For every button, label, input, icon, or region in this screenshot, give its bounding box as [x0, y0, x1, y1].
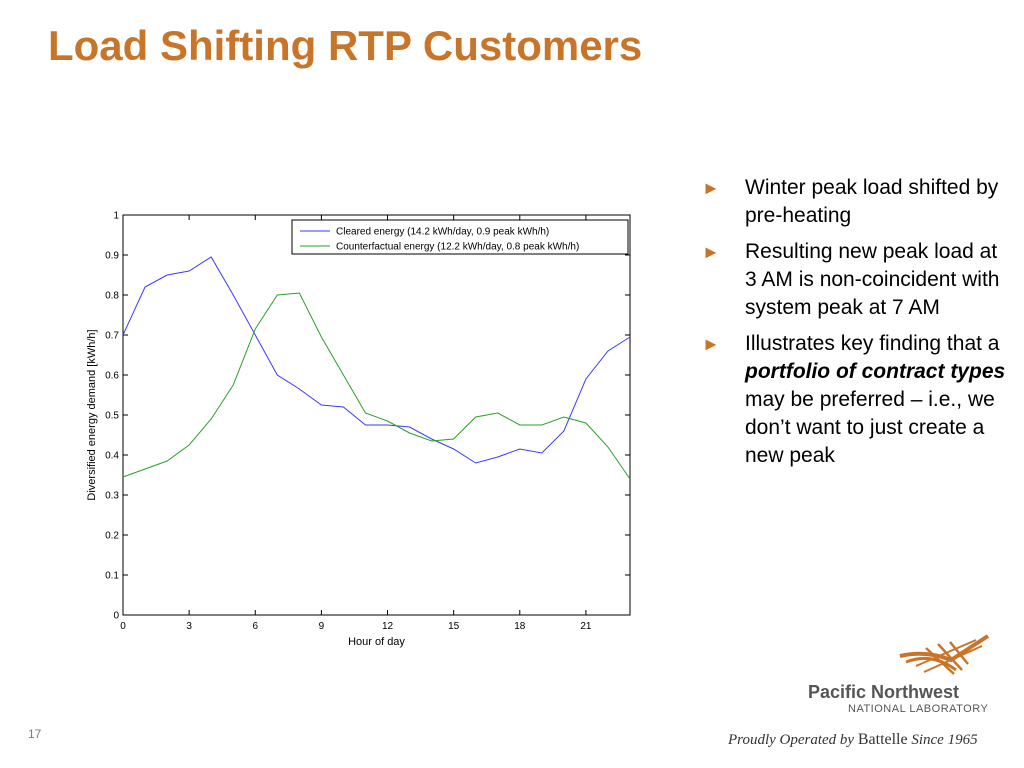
bullet-arrow-icon: ► [702, 334, 720, 354]
tagline: Proudly Operated by Battelle Since 1965 [728, 731, 978, 749]
x-tick-label: 0 [120, 621, 126, 632]
y-tick-label: 0 [113, 611, 119, 622]
y-tick-label: 0.6 [105, 371, 119, 382]
bullet-text: Resulting new peak load at 3 AM is non-c… [745, 240, 1000, 319]
x-axis-label: Hour of day [348, 636, 405, 648]
x-tick-label: 6 [252, 621, 258, 632]
slide-title: Load Shifting RTP Customers [48, 22, 643, 69]
series-line-counterfactual [122, 292, 631, 480]
x-tick-label: 15 [448, 621, 460, 632]
bullet-text-tail: may be preferred – i.e., we don’t want t… [745, 388, 995, 467]
bullet-emphasis: portfolio of contract types [745, 360, 1006, 383]
bullet-item: ► Illustrates key finding that a portfol… [700, 330, 1012, 470]
bullet-item: ► Resulting new peak load at 3 AM is non… [700, 238, 1012, 322]
legend-box [291, 219, 629, 255]
slide-number: 17 [28, 727, 42, 741]
tagline-post: Since 1965 [907, 732, 978, 748]
y-tick-label: 0.9 [105, 251, 119, 262]
y-tick-label: 0.5 [105, 411, 119, 422]
x-tick-label: 18 [514, 621, 526, 632]
bullet-arrow-icon: ► [702, 242, 720, 262]
bullet-list: ► Winter peak load shifted by pre-heatin… [700, 174, 1012, 478]
load-chart: 0 0.1 0.2 0.3 0.4 0.5 0.6 0.7 0.8 0.9 1 0 3 6 9 12 15 18 2… [80, 200, 640, 660]
series-line-cleared [122, 256, 631, 464]
pnnl-logo: Pacific Northwest NATIONAL LABORATORY [800, 630, 1000, 720]
x-tick-label: 3 [186, 621, 192, 632]
x-tick-label: 21 [580, 621, 592, 632]
tagline-brand: Battelle [857, 731, 908, 748]
x-tick-label: 12 [382, 621, 394, 632]
plot-frame [122, 214, 631, 616]
y-tick-label: 0.2 [105, 531, 119, 542]
bullet-item: ► Winter peak load shifted by pre-heatin… [700, 174, 1012, 230]
load-chart-svg: 0 0.1 0.2 0.3 0.4 0.5 0.6 0.7 0.8 0.9 1 0 3 6 9 12 15 18 2… [86, 211, 631, 648]
logo-subtitle: NATIONAL LABORATORY [848, 703, 989, 715]
y-tick-label: 0.3 [105, 491, 119, 502]
pnnl-mark-icon [899, 634, 990, 675]
x-tick-label: 9 [319, 621, 325, 632]
y-tick-label: 0.8 [105, 291, 119, 302]
bullet-arrow-icon: ► [702, 178, 720, 198]
y-axis-label: Diversified energy demand [kWh/h] [86, 329, 98, 500]
bullet-text: Winter peak load shifted by pre-heating [745, 176, 999, 227]
bullet-text: Illustrates key finding that a [745, 332, 1000, 355]
legend-entry: Cleared energy (14.2 kWh/day, 0.9 peak k… [336, 227, 549, 238]
y-tick-label: 0.4 [105, 451, 119, 462]
y-tick-label: 1 [113, 211, 119, 222]
y-tick-label: 0.7 [105, 331, 119, 342]
logo-name: Pacific Northwest [808, 682, 960, 702]
legend-entry: Counterfactual energy (12.2 kWh/day, 0.8… [336, 242, 579, 253]
tagline-pre: Proudly Operated by [728, 732, 858, 748]
y-tick-label: 0.1 [105, 571, 119, 582]
